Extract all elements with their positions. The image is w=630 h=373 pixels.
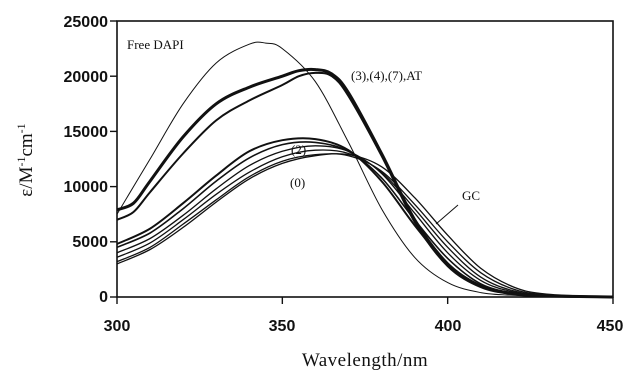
plot-frame [116,20,614,298]
axis-ticks [110,20,614,304]
x-tick-label: 350 [269,318,296,335]
gc-leader-line [435,204,459,225]
y-tick-label: 10000 [64,179,109,196]
annotation-free-dapi: Free DAPI [127,37,184,52]
x-tick-label: 400 [435,318,462,335]
annotation-2: (2) [291,142,306,157]
y-tick-label: 20000 [64,69,109,86]
series-line [116,67,614,299]
annotation-0: (0) [290,175,305,190]
series-line [116,153,614,298]
x-tick-label: 300 [104,318,131,335]
x-tick-label: 450 [597,318,624,335]
y-tick-label: 0 [99,289,108,306]
annotation-high-group: (3),(4),(7),AT [351,68,422,83]
y-tick-label: 15000 [64,124,109,141]
series-line [116,71,614,298]
series-line [116,141,614,298]
y-axis-label-sup-1: -1 [14,157,28,167]
series-line [116,153,614,298]
series-line [116,41,614,298]
y-axis-label-main: ε/M [16,166,37,196]
annotation-gc: GC [462,188,480,203]
series-line [116,145,614,298]
series-line [116,149,614,298]
series-group [116,41,614,299]
y-tick-label: 25000 [64,14,109,31]
y-axis-label-sup-2: -1 [14,123,28,133]
y-axis-label: ε/M-1cm-1 [14,123,37,196]
y-tick-label: 5000 [72,234,108,251]
x-axis-label: Wavelength/nm [302,350,428,371]
y-axis-label-mid: cm [16,133,37,156]
